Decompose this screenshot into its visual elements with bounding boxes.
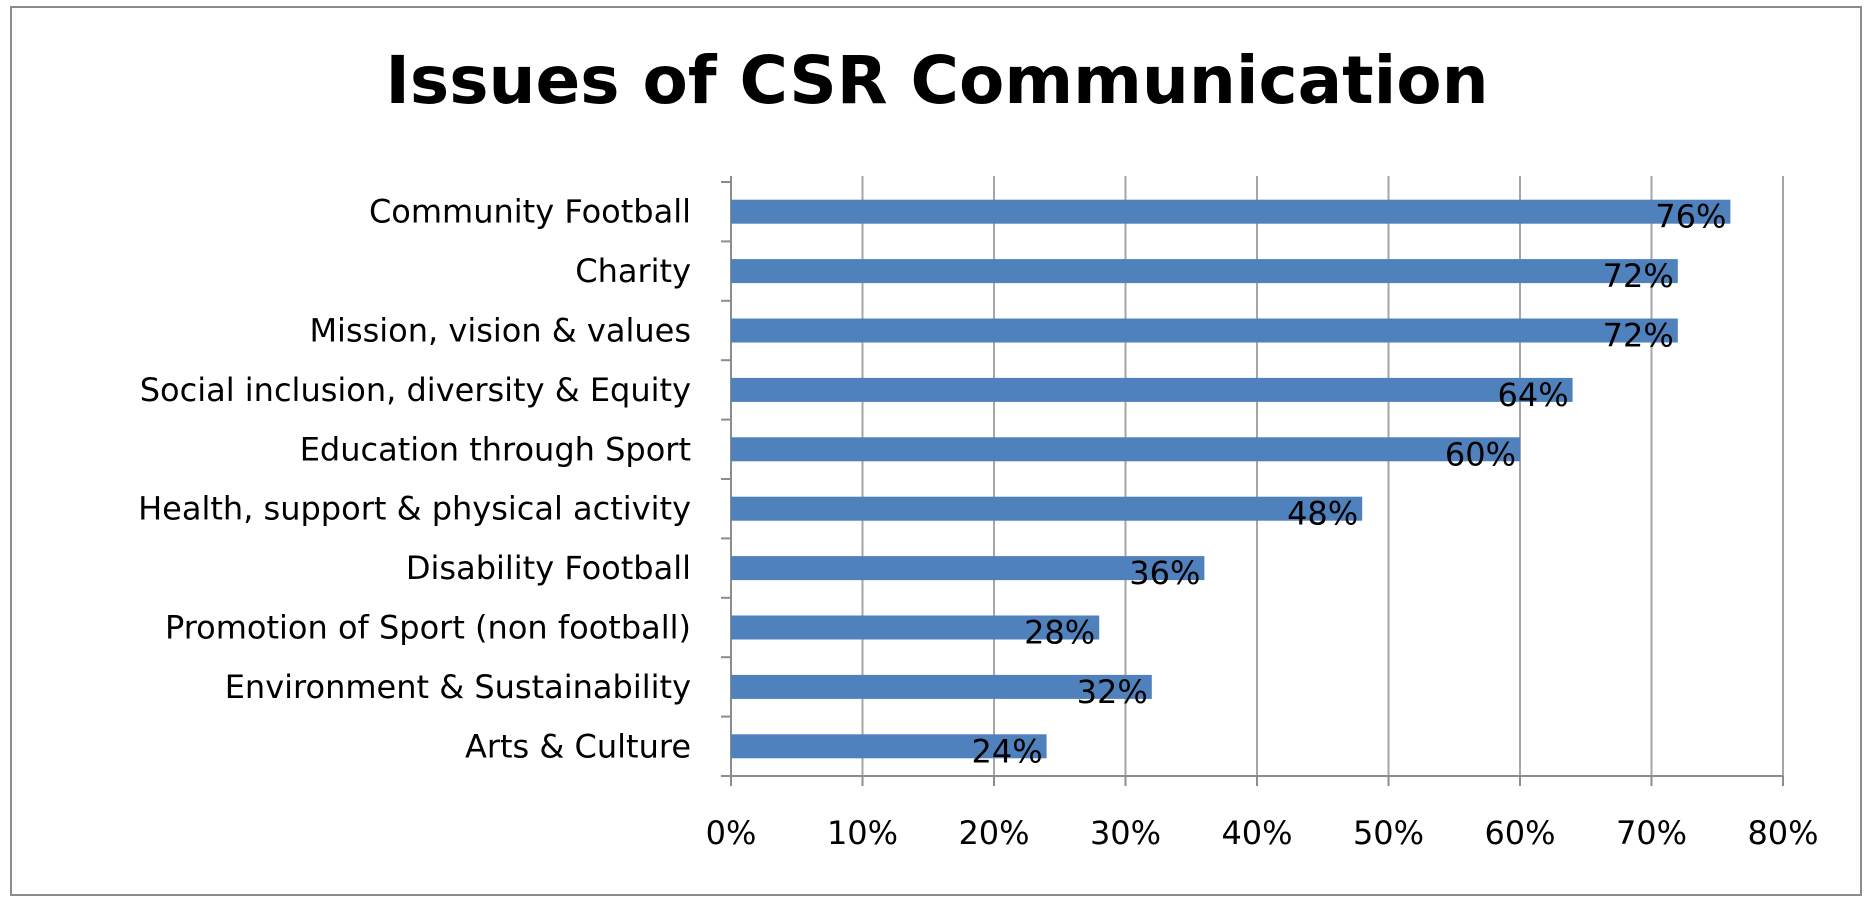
data-label: 28% <box>1024 614 1095 652</box>
x-tick-label: 50% <box>1353 814 1424 852</box>
category-label: Social inclusion, diversity & Equity <box>140 371 691 409</box>
data-label: 48% <box>1287 495 1358 533</box>
bar <box>731 199 1731 224</box>
x-tick-label: 40% <box>1221 814 1292 852</box>
bar <box>731 437 1520 462</box>
labels: 0% 10% 20% 30% 40% 50% 60% 70% 80% Community Foot… <box>138 193 1818 852</box>
data-label: 76% <box>1655 198 1726 236</box>
bar <box>731 734 1047 759</box>
bar <box>731 674 1152 699</box>
bar <box>731 318 1678 343</box>
data-label: 24% <box>971 732 1042 770</box>
data-label: 60% <box>1445 435 1516 473</box>
bar <box>731 496 1363 521</box>
bar <box>731 556 1205 581</box>
x-tick-label: 70% <box>1616 814 1687 852</box>
data-label: 72% <box>1603 317 1674 355</box>
data-label: 32% <box>1077 673 1148 711</box>
bar <box>731 615 1100 640</box>
data-label: 36% <box>1129 554 1200 592</box>
category-label: Charity <box>575 252 691 290</box>
x-tick-label: 20% <box>958 814 1029 852</box>
category-label: Promotion of Sport (non football) <box>165 609 691 647</box>
x-tick-label: 80% <box>1747 814 1818 852</box>
category-label: Disability Football <box>406 549 691 587</box>
bar <box>731 377 1573 402</box>
data-label: 72% <box>1603 257 1674 295</box>
category-label: Mission, vision & values <box>309 312 691 350</box>
category-label: Environment & Sustainability <box>225 668 691 706</box>
data-label: 64% <box>1497 376 1568 414</box>
x-tick-label: 0% <box>706 814 757 852</box>
x-tick-label: 60% <box>1484 814 1555 852</box>
chart-title: Issues of CSR Communication <box>385 42 1489 119</box>
category-label: Education through Sport <box>300 430 691 468</box>
category-label: Community Football <box>369 193 691 231</box>
category-label: Arts & Culture <box>465 727 691 765</box>
bar <box>731 259 1678 284</box>
category-label: Health, support & physical activity <box>138 490 691 528</box>
x-tick-label: 10% <box>827 814 898 852</box>
bars <box>731 199 1731 759</box>
x-tick-label: 30% <box>1090 814 1161 852</box>
